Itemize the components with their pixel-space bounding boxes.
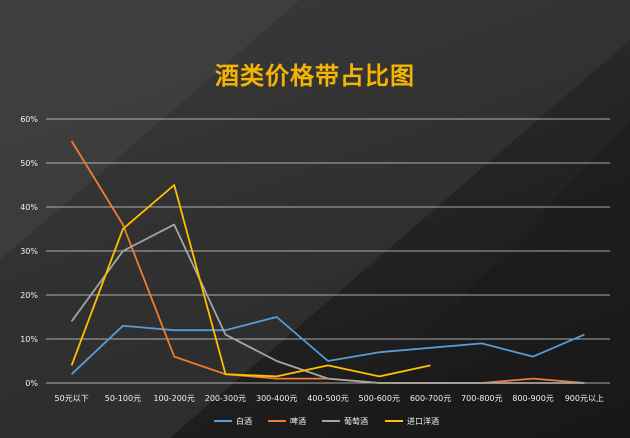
y-tick-label: 10% (20, 335, 38, 344)
series-line (70, 140, 585, 384)
y-tick-label: 20% (20, 291, 38, 300)
y-axis-ticks: 0% 10% 20% 30% 40% 50% 60% (20, 115, 38, 388)
x-tick-label: 500-600元 (359, 394, 400, 403)
legend-label: 啤酒 (290, 416, 306, 426)
legend: 白酒 啤酒 葡萄酒 进口洋酒 (214, 416, 439, 426)
x-tick-label: 50-100元 (105, 394, 141, 403)
y-tick-label: 50% (20, 159, 38, 168)
x-axis-ticks: 50元以下 50-100元 100-200元 200-300元 300-400元 400-… (55, 394, 604, 403)
legend-label: 葡萄酒 (344, 416, 368, 426)
x-tick-label: 300-400元 (256, 394, 297, 403)
x-tick-label: 800-900元 (512, 394, 553, 403)
x-tick-label: 900元以上 (565, 394, 604, 403)
series-lines (70, 140, 585, 384)
chart-title: 酒类价格带占比图 (215, 62, 415, 90)
x-tick-label: 200-300元 (205, 394, 246, 403)
y-tick-label: 0% (25, 379, 38, 388)
x-tick-label: 100-200元 (153, 394, 194, 403)
series-line (70, 184, 431, 378)
legend-label: 进口洋酒 (407, 416, 439, 426)
x-tick-label: 400-500元 (307, 394, 348, 403)
x-tick-label: 600-700元 (410, 394, 451, 403)
legend-label: 白酒 (236, 416, 252, 426)
gridlines (46, 118, 610, 384)
x-tick-label: 700-800元 (461, 394, 502, 403)
y-tick-label: 40% (20, 203, 38, 212)
y-tick-label: 30% (20, 247, 38, 256)
x-tick-label: 50元以下 (55, 394, 89, 403)
series-line (70, 223, 585, 384)
y-tick-label: 60% (20, 115, 38, 124)
series-line (70, 316, 585, 375)
